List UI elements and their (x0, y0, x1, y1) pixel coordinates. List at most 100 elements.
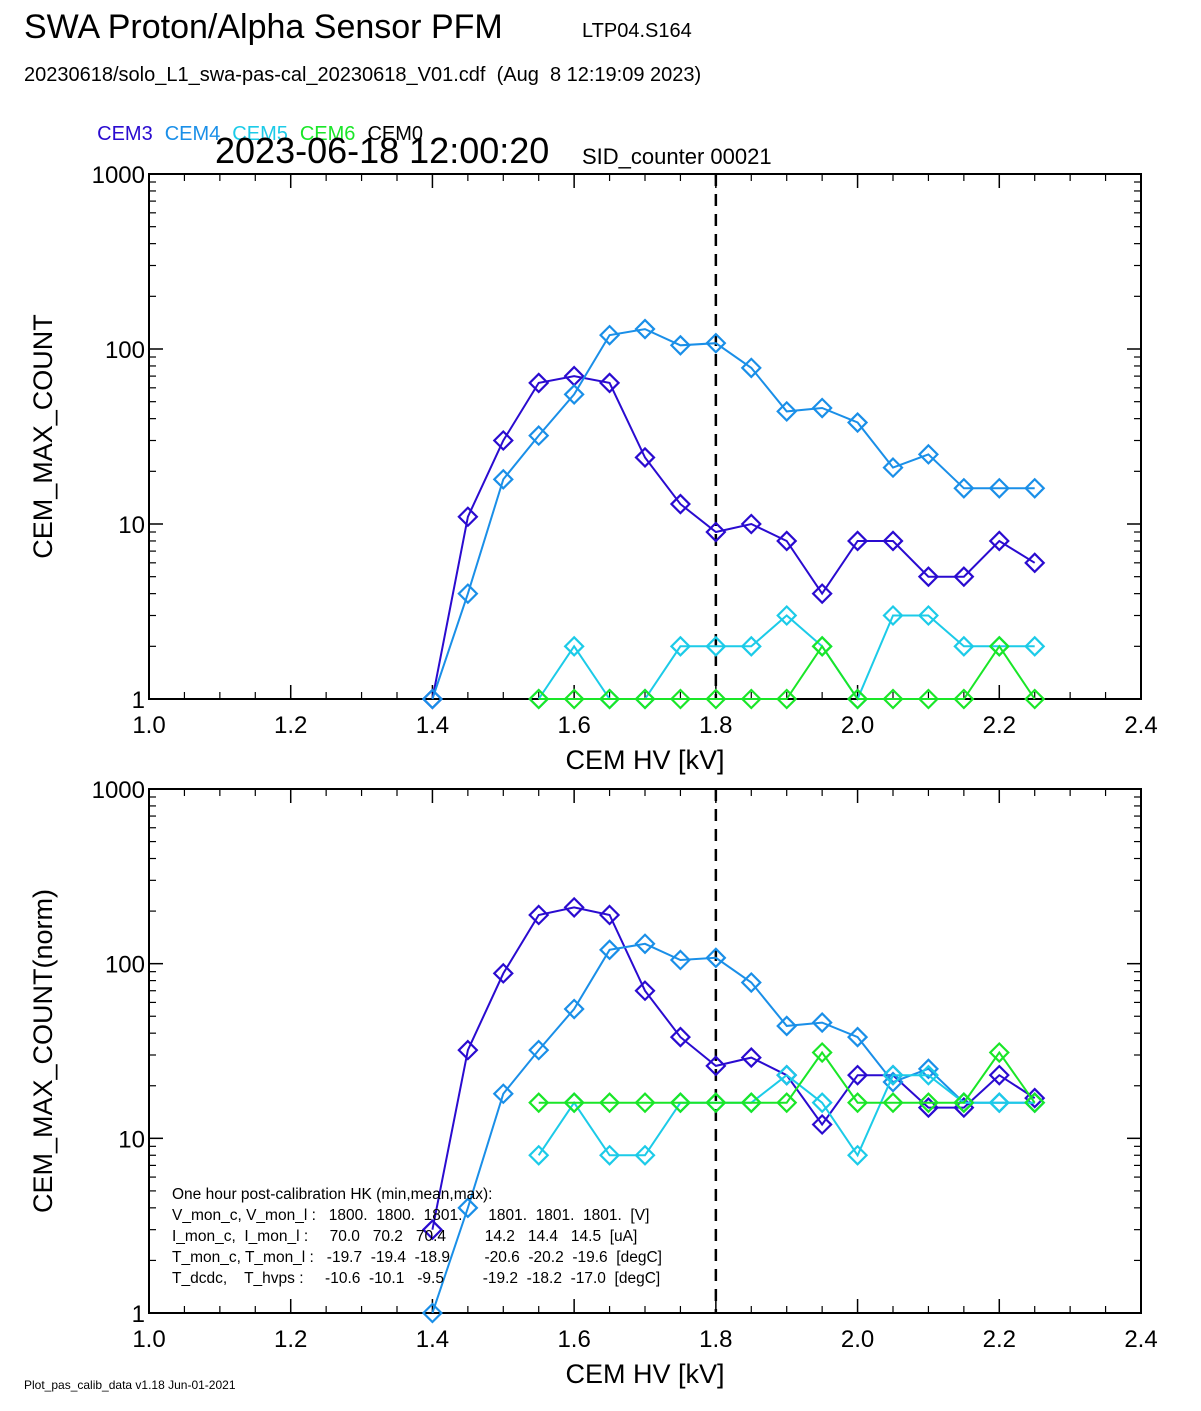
hk-line: V_mon_c, V_mon_l : 1800. 1800. 1801. 180… (172, 1207, 649, 1224)
data-point (563, 688, 585, 710)
y-tick-label: 10 (118, 512, 145, 539)
series-cem6 (528, 635, 1046, 710)
data-point (847, 530, 869, 552)
data-point (599, 1092, 621, 1114)
data-point (492, 429, 514, 452)
data-point (847, 688, 869, 710)
plot-frame (148, 173, 1142, 700)
data-point (457, 1197, 479, 1219)
data-point (917, 688, 939, 710)
data-point (599, 688, 621, 710)
x-tick-label: 1.2 (274, 1326, 307, 1353)
series-line (431, 942, 1035, 1314)
data-point (953, 635, 975, 657)
y-tick-label: 1000 (92, 162, 145, 189)
data-point (563, 896, 585, 918)
data-point (669, 1026, 691, 1048)
data-point (740, 513, 762, 535)
series-cem6 (528, 1041, 1046, 1114)
timestamp: 2023-06-18 12:00:20 (215, 130, 550, 171)
sensor-id: LTP04.S164 (582, 20, 692, 42)
data-point (528, 1144, 550, 1166)
data-point (1024, 1092, 1046, 1114)
chart-panel-2: 1.0 1.2 1.4 1.6 1.8 2.0 2.2 2.4 1 10 100 1000 CEM HV… (28, 777, 1158, 1389)
x-tick-label: 1.8 (699, 1326, 732, 1353)
hk-line: T_dcdc, T_hvps : -10.6 -10.1 -9.5 -19.2 … (172, 1270, 660, 1287)
series-line (431, 375, 1036, 700)
data-point (563, 1092, 585, 1114)
y-tick-label: 1000 (92, 777, 145, 804)
x-tick-label: 1.0 (132, 1326, 165, 1353)
data-point (811, 1113, 833, 1136)
data-point (599, 904, 621, 926)
data-point (740, 1092, 762, 1114)
data-point (740, 971, 762, 994)
data-point (917, 1092, 939, 1114)
data-point (669, 949, 691, 971)
data-point (528, 372, 550, 394)
x-axis-label: CEM HV [kV] (565, 1359, 724, 1389)
x-tick-label: 1.0 (132, 712, 165, 739)
data-point (1024, 552, 1046, 574)
data-point (1024, 688, 1046, 710)
data-point (917, 604, 939, 627)
y-tick-label: 1 (132, 687, 145, 714)
data-point (1024, 477, 1046, 499)
data-point (528, 688, 550, 710)
data-point (882, 1092, 904, 1114)
data-point (528, 1039, 550, 1061)
data-point (492, 962, 514, 984)
data-point (776, 400, 798, 422)
data-point (421, 688, 443, 710)
data-point (599, 372, 621, 394)
data-point (776, 1064, 798, 1086)
data-point (634, 933, 656, 955)
data-point (669, 635, 691, 657)
series-cem4 (421, 318, 1046, 710)
data-point (634, 1144, 656, 1166)
hk-line: I_mon_c, I_mon_l : 70.0 70.2 70.4 14.2 1… (172, 1228, 637, 1245)
x-tick-label: 1.8 (699, 712, 732, 739)
series-line (537, 1073, 1035, 1158)
data-point (492, 468, 514, 490)
data-point (669, 493, 691, 515)
data-point (1024, 635, 1046, 657)
x-tick-label: 2.4 (1124, 1326, 1157, 1353)
data-point (988, 1064, 1010, 1086)
data-point (847, 1144, 869, 1166)
data-point (634, 1092, 656, 1114)
data-point (917, 566, 939, 588)
legend-cem6: CEM6 (299, 123, 356, 145)
data-point (421, 1302, 443, 1324)
data-point (599, 1144, 621, 1166)
data-point (740, 635, 762, 657)
y-axis-label: CEM_MAX_COUNT(norm) (28, 889, 58, 1213)
hk-line: T_mon_c, T_mon_l : -19.7 -19.4 -18.9 -20… (172, 1249, 662, 1266)
data-point (634, 980, 656, 1002)
y-tick-label: 1 (132, 1301, 145, 1328)
data-point (953, 477, 975, 499)
data-point (953, 1092, 975, 1114)
hk-line: One hour post-calibration HK (min,mean,m… (172, 1186, 492, 1203)
data-point (705, 635, 727, 657)
y-axis-label: CEM_MAX_COUNT (28, 314, 58, 559)
data-point (528, 1092, 550, 1114)
legend-cem0: CEM0 (367, 123, 424, 145)
data-point (811, 1012, 833, 1034)
data-point (563, 635, 585, 657)
footer-version: Plot_pas_calib_data v1.18 Jun-01-2021 (24, 1378, 236, 1392)
data-point (528, 904, 550, 926)
data-point (457, 506, 479, 528)
data-point (705, 688, 727, 710)
data-point (953, 688, 975, 710)
data-point (776, 530, 798, 552)
x-tick-label: 2.2 (983, 712, 1016, 739)
data-point (457, 583, 479, 605)
data-point (705, 947, 727, 969)
y-tick-label: 10 (118, 1126, 145, 1153)
x-tick-label: 1.6 (557, 712, 590, 739)
series-cem3 (421, 896, 1046, 1241)
data-point (776, 604, 798, 627)
data-point (599, 939, 621, 961)
data-point (847, 1064, 869, 1086)
